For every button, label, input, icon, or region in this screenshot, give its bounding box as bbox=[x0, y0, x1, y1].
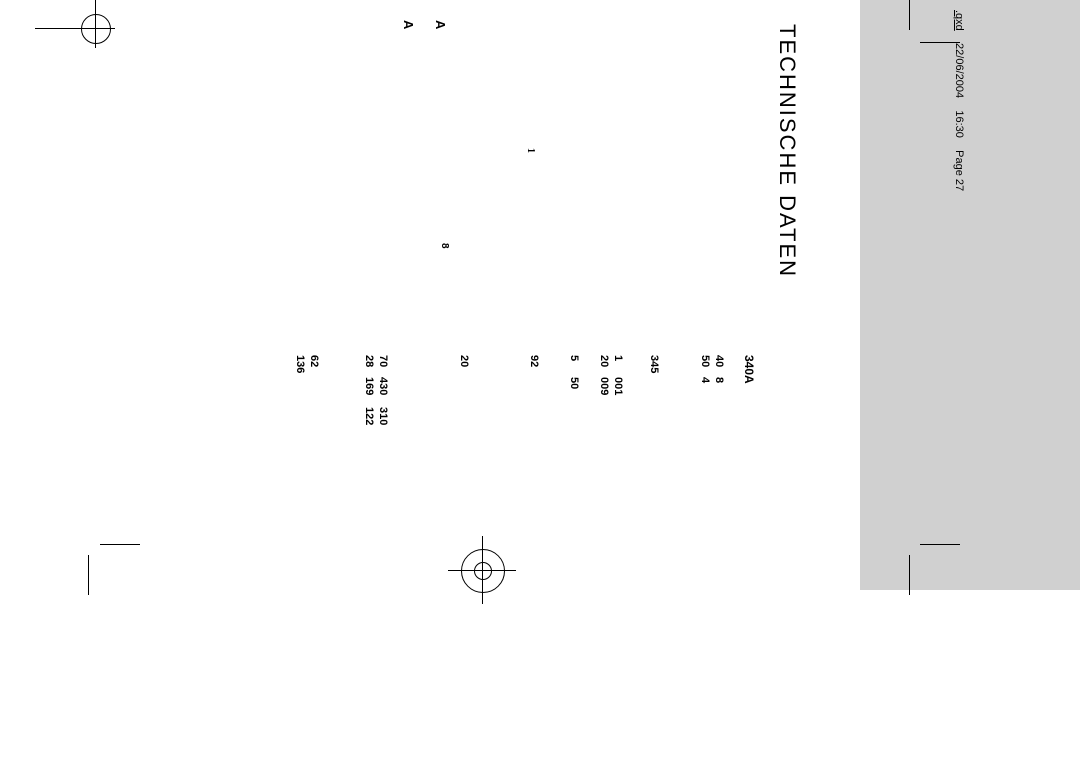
right-margin-band bbox=[860, 0, 1080, 590]
row-label-A2: A bbox=[401, 20, 416, 29]
r6c2: 50 bbox=[568, 377, 580, 389]
crop-tr-v bbox=[909, 0, 910, 30]
r10c2: 169 bbox=[363, 377, 375, 395]
header-file: .qxd bbox=[953, 10, 965, 31]
crop-tr-h bbox=[920, 42, 960, 43]
header-date: 22/06/2004 bbox=[953, 43, 965, 98]
crop-br-v bbox=[909, 555, 910, 595]
r10c1: 28 bbox=[363, 355, 375, 367]
r7c1: 92 bbox=[528, 355, 540, 367]
r8c1: 20 bbox=[458, 355, 470, 367]
r5c1: 20 bbox=[598, 355, 610, 367]
r4c2: 001 bbox=[612, 377, 624, 395]
r3c1: 345 bbox=[648, 355, 660, 373]
r2c1: 50 bbox=[699, 355, 711, 367]
r9c1: 70 bbox=[377, 355, 389, 367]
r11c1: 62 bbox=[308, 355, 320, 367]
crop-bl-h bbox=[100, 544, 140, 545]
r1c2: 8 bbox=[713, 377, 725, 383]
r6c1: 5 bbox=[568, 355, 580, 361]
r5c2: 009 bbox=[598, 377, 610, 395]
r9c2: 430 bbox=[377, 377, 389, 395]
crop-bl-v bbox=[88, 555, 89, 595]
crop-br-h bbox=[920, 544, 960, 545]
r4c1: 1 bbox=[612, 355, 624, 361]
r10c3: 122 bbox=[363, 407, 375, 425]
r2c2: 4 bbox=[699, 377, 711, 383]
header-page: Page 27 bbox=[953, 150, 965, 191]
model-label: 340A bbox=[742, 355, 756, 384]
row-label-A1: A bbox=[433, 20, 448, 29]
mark-1: 1 bbox=[525, 148, 536, 153]
page-title: TECHNISCHE DATEN bbox=[774, 24, 800, 278]
page-root: .qxd 22/06/2004 16:30 Page 27 TECHNISCHE… bbox=[0, 0, 1080, 763]
header-line: .qxd 22/06/2004 16:30 Page 27 bbox=[953, 10, 965, 191]
r1c1: 40 bbox=[713, 355, 725, 367]
mark-8: 8 bbox=[439, 243, 450, 249]
r12c1: 136 bbox=[294, 355, 306, 373]
r9c3: 310 bbox=[377, 407, 389, 425]
header-time: 16:30 bbox=[953, 110, 965, 138]
